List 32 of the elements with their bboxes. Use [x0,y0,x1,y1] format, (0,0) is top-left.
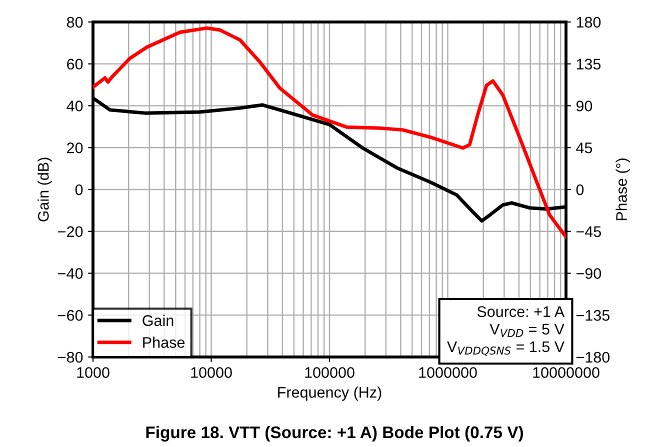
y2-tick-label: 45 [576,142,592,154]
annotation: V$_{VDDQSNS}$ = 1.5 V [447,341,564,356]
y2-tick-label: −135 [576,310,610,321]
y2-tick-label: −90 [576,268,602,279]
annotation: Source: +1 A [477,306,565,318]
x-tick-label: 1000 [77,367,110,378]
y-tick-label: 80 [66,16,83,28]
y2-tick-label: −180 [576,352,610,363]
y2-tick-label: −45 [576,226,601,238]
y-axis-title: Gain (dB) [38,158,52,222]
annotation: V$_{VDD}$ = 5 V [490,324,564,337]
x-tick-label: 10000000 [533,367,600,378]
x-tick-label: 1000000 [419,367,477,378]
y-tick-label: 20 [67,142,83,154]
text: Figure 18. VTT (Source: +1 A) Bode Plot (0.75 V) [146,426,523,442]
y-tick-label: 60 [67,58,83,70]
y-tick-label: 40 [66,100,83,112]
y-tick-label: 0 [75,184,83,196]
y-tick-label: −40 [58,268,83,279]
legend-label: Gain [142,314,174,326]
y2-tick-label: 90 [576,100,592,112]
x-axis-title: Frequency (Hz) [278,386,382,401]
y2-axis-title: Phase (°) [616,158,630,220]
y2-tick-label: 180 [576,16,601,28]
y-tick-label: −20 [58,226,83,238]
y-tick-label: −80 [58,352,83,363]
x-tick-label: 10000 [191,367,232,378]
y2-tick-label: 0 [576,184,584,196]
legend-label: Phase [143,336,185,348]
y2-tick-label: 135 [576,58,601,70]
y-tick-label: −60 [58,310,83,321]
x-tick-label: 100000 [305,367,354,378]
